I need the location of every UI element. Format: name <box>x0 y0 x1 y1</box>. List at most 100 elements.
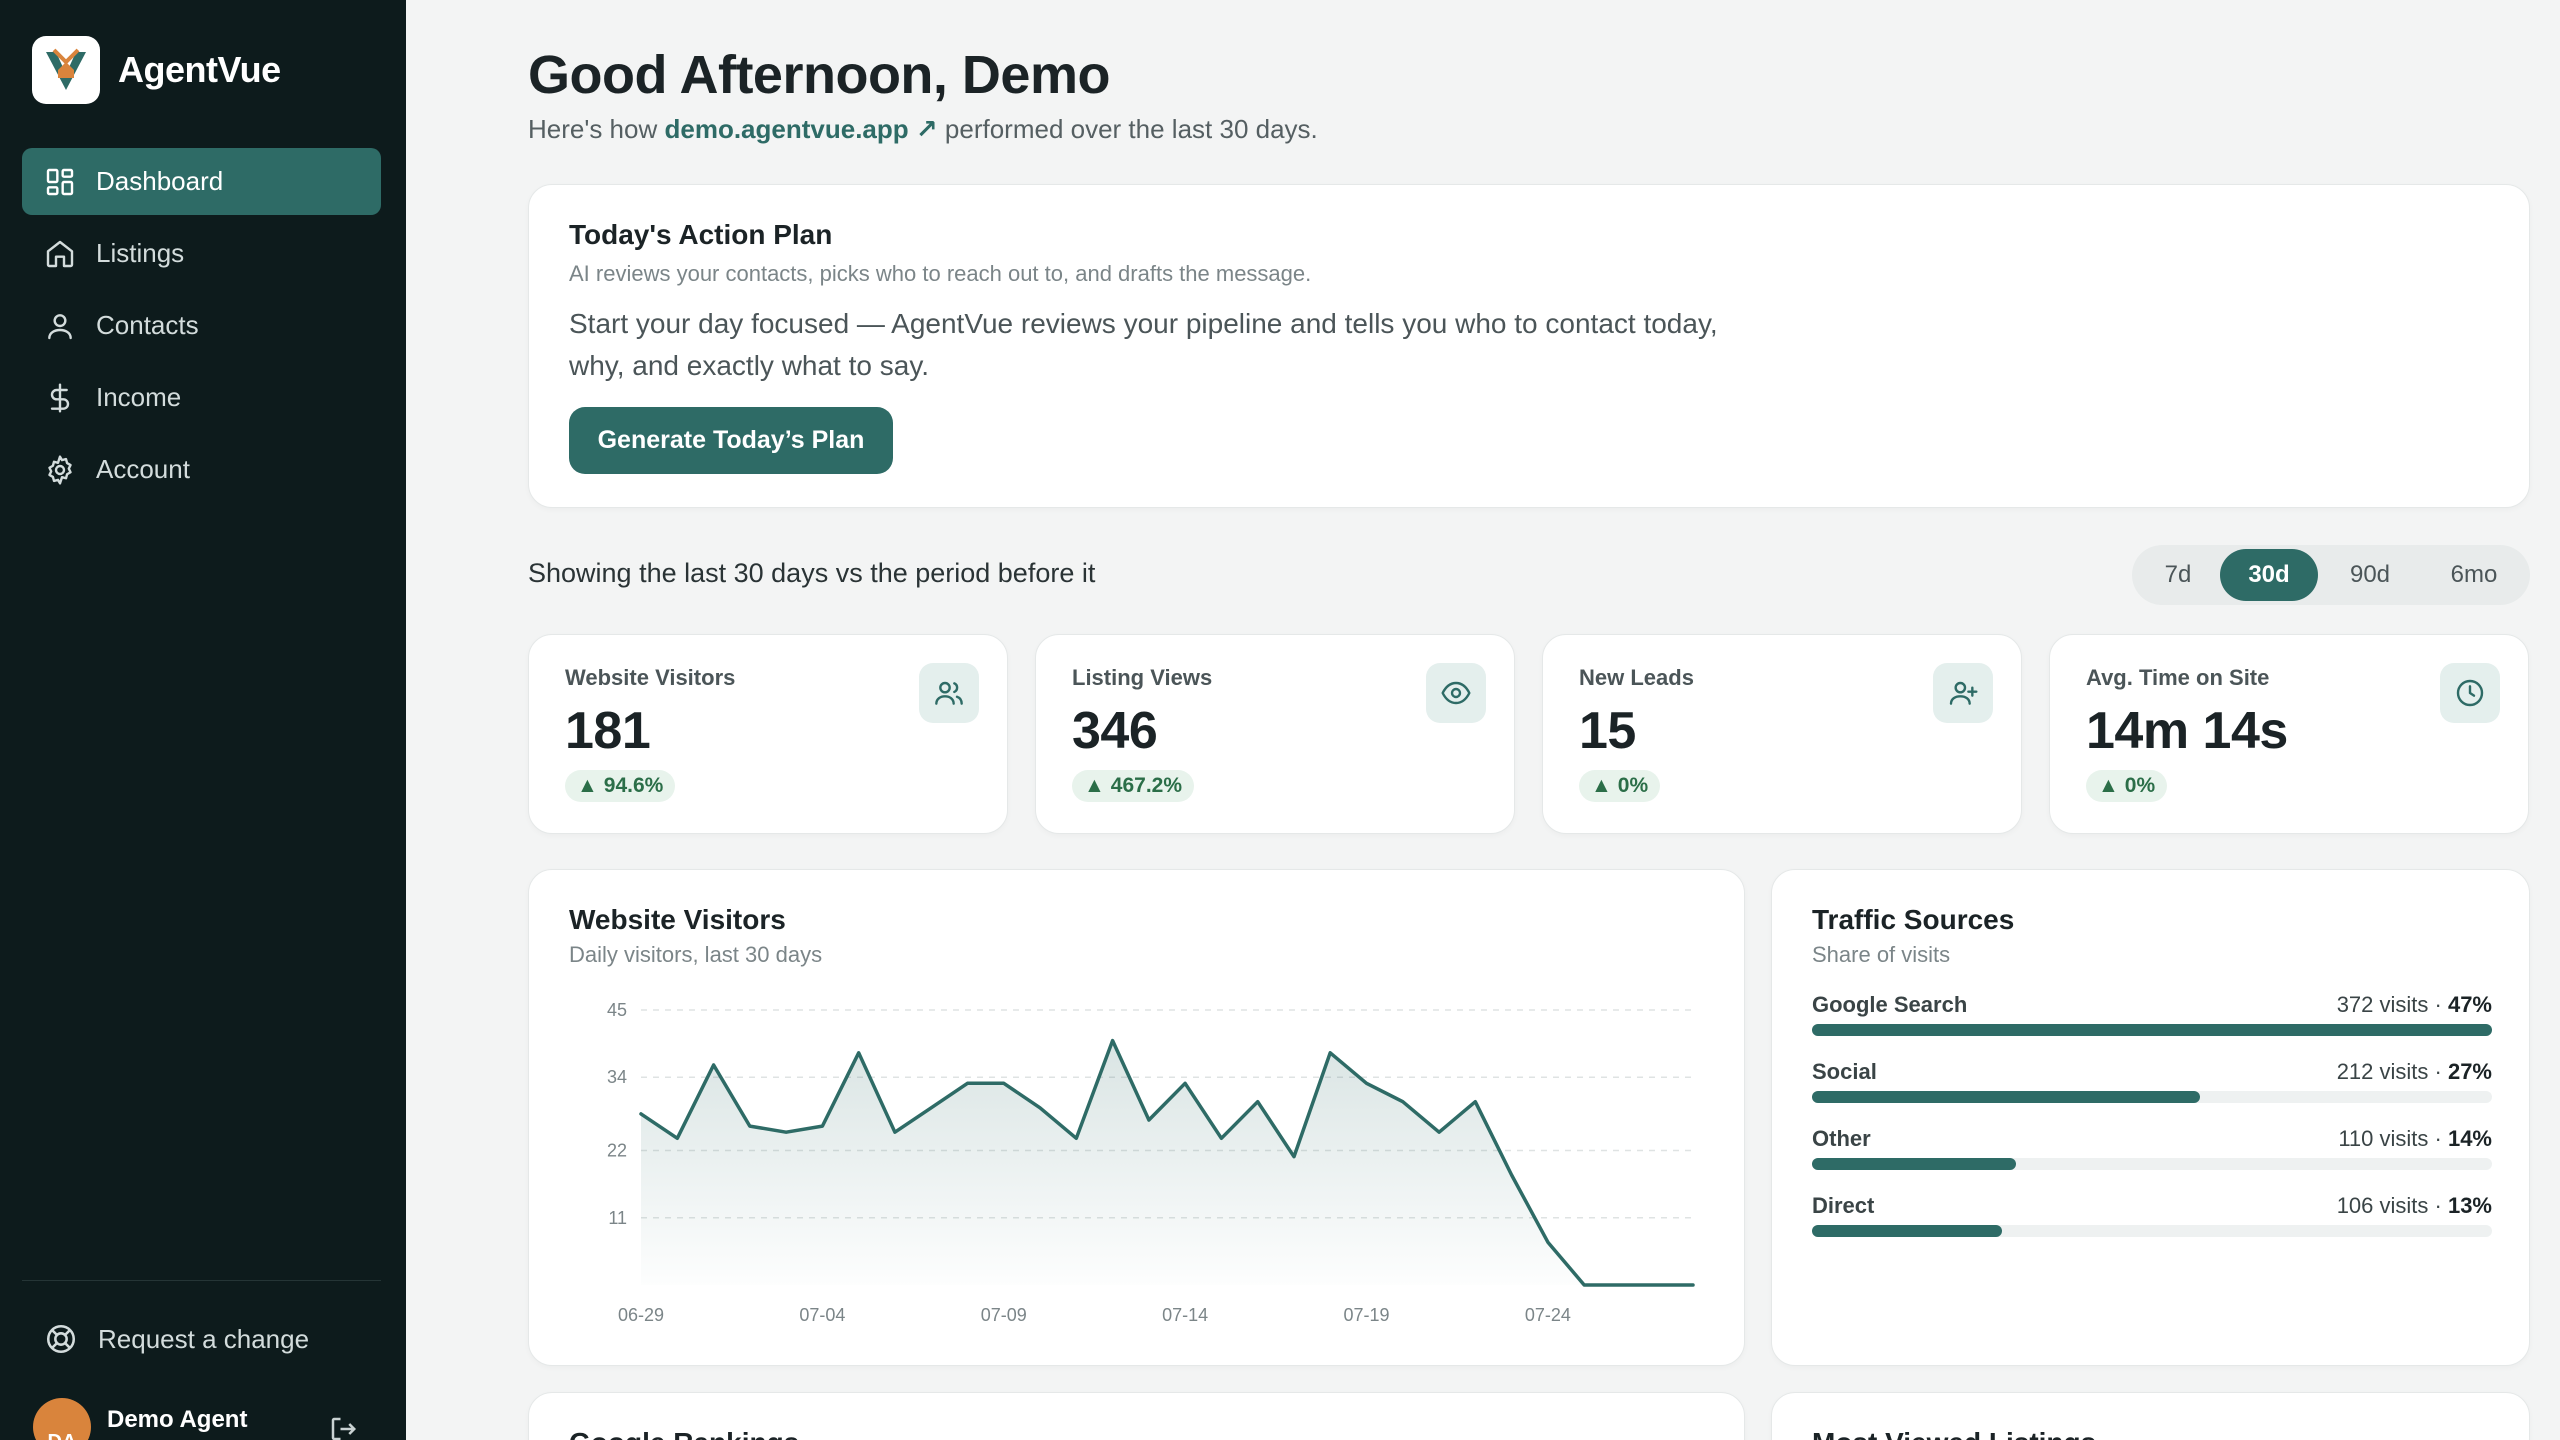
page-subtitle: Here's how demo.agentvue.app ↗ performed… <box>528 114 1318 145</box>
action-plan-subtitle: AI reviews your contacts, picks who to r… <box>569 261 1312 286</box>
stat-label: Listing Views <box>1072 665 1213 690</box>
subtitle-suffix: performed over the last 30 days. <box>944 114 1318 144</box>
stat-change-value: 94.6% <box>603 774 664 797</box>
sidebar-item-account[interactable]: Account <box>22 436 381 503</box>
traffic-bar-track <box>1812 1091 2492 1103</box>
lifebuoy-icon <box>46 1324 76 1354</box>
stat-change-value: 467.2% <box>1110 774 1183 797</box>
traffic-source-name: Google Search <box>1812 992 1968 1017</box>
request-change-button[interactable]: Request a change <box>22 1306 381 1372</box>
users-icon <box>919 663 979 723</box>
x-tick-label: 07-14 <box>1162 1305 1208 1325</box>
user-name: Demo Agent <box>107 1406 248 1433</box>
period-tab-30d[interactable]: 30d <box>2220 549 2318 601</box>
dashboard-icon <box>46 168 74 195</box>
stat-card-listing-views: Listing Views 346 ▲ 467.2% <box>1035 634 1515 834</box>
x-tick-label: 07-04 <box>799 1305 845 1325</box>
data-point <box>1254 1098 1262 1106</box>
stat-value: 346 <box>1072 702 1158 760</box>
period-label: Showing the last 30 days vs the period b… <box>528 558 1096 588</box>
external-link-icon: ↗ <box>915 114 938 144</box>
stat-change-badge: ▲ 94.6% <box>565 770 676 802</box>
eye-icon <box>1426 663 1486 723</box>
y-tick-label: 11 <box>608 1208 627 1228</box>
data-point <box>1145 1116 1153 1124</box>
sidebar-item-label: Listings <box>96 238 185 268</box>
data-point <box>855 1049 863 1057</box>
x-tick-label: 07-19 <box>1343 1305 1389 1325</box>
data-point <box>1290 1153 1298 1161</box>
sidebar-item-income[interactable]: Income <box>22 364 381 431</box>
sidebar-item-label: Income <box>96 382 182 412</box>
stat-label: Website Visitors <box>565 665 736 690</box>
dollar-icon <box>50 382 70 413</box>
site-link[interactable]: demo.agentvue.app ↗ <box>664 114 937 144</box>
period-tab-6mo[interactable]: 6mo <box>2450 561 2498 588</box>
traffic-title: Traffic Sources <box>1812 904 2015 935</box>
action-plan-title: Today's Action Plan <box>569 219 833 250</box>
period-tab-90d[interactable]: 90d <box>2349 561 2391 588</box>
traffic-bar-track <box>1812 1024 2492 1036</box>
sidebar-item-label: Dashboard <box>96 166 224 196</box>
data-point <box>1653 1281 1661 1289</box>
request-change-label: Request a change <box>98 1323 310 1354</box>
data-point <box>1109 1037 1117 1045</box>
google-rankings-card: Google Rankings <box>528 1392 1745 1440</box>
visitors-chart-card: Website Visitors Daily visitors, last 30… <box>528 869 1745 1366</box>
data-point <box>1217 1134 1225 1142</box>
data-point <box>1072 1134 1080 1142</box>
traffic-source-value: 106 visits · 13% <box>2337 1193 2492 1219</box>
visitors-series-line <box>639 1038 1695 1287</box>
stat-card-avg-time: Avg. Time on Site 14m 14s ▲ 0% <box>2049 634 2529 834</box>
clock-icon <box>2440 663 2500 723</box>
traffic-pct: 27% <box>2447 1059 2492 1084</box>
data-point <box>891 1128 899 1136</box>
y-tick-label: 45 <box>607 1000 627 1020</box>
traffic-visits: 212 visits · <box>2336 1059 2448 1084</box>
x-tick-label: 07-24 <box>1525 1305 1571 1325</box>
visitors-area <box>641 1040 1693 1285</box>
gear-icon <box>48 454 72 485</box>
brand[interactable]: AgentVue <box>32 36 281 104</box>
user-plus-icon <box>1933 663 1993 723</box>
period-selector: 7d 30d 90d 6mo <box>2132 545 2530 605</box>
trend-up-icon: ▲ <box>1084 774 1105 797</box>
period-tab-7d[interactable]: 7d <box>2164 561 2192 588</box>
stat-label: Avg. Time on Site <box>2086 665 2270 690</box>
x-tick-label: 07-09 <box>981 1305 1027 1325</box>
data-point <box>746 1122 754 1130</box>
data-point <box>963 1079 971 1087</box>
trend-up-icon: ▲ <box>1591 774 1612 797</box>
data-point <box>1326 1049 1334 1057</box>
traffic-source-name: Direct <box>1812 1193 1875 1218</box>
sidebar-item-contacts[interactable]: Contacts <box>22 292 381 359</box>
generate-plan-button[interactable]: Generate Today’s Plan <box>569 407 893 474</box>
y-tick-label: 34 <box>607 1067 627 1087</box>
sidebar-item-listings[interactable]: Listings <box>22 220 381 287</box>
avatar: DA <box>33 1398 91 1440</box>
traffic-source-value: 372 visits · 47% <box>2337 992 2492 1018</box>
data-point <box>1471 1098 1479 1106</box>
user-profile[interactable]: DA Demo Agent <box>33 1398 247 1440</box>
stat-value: 15 <box>1579 702 1636 760</box>
sidebar-item-dashboard[interactable]: Dashboard <box>22 148 381 215</box>
traffic-source-name: Social <box>1812 1059 1877 1084</box>
brand-name: AgentVue <box>118 49 281 90</box>
subtitle-prefix: Here's how <box>528 114 658 144</box>
data-point <box>710 1061 718 1069</box>
action-plan-card: Today's Action Plan AI reviews your cont… <box>528 184 2530 508</box>
data-point <box>1181 1079 1189 1087</box>
data-point <box>673 1134 681 1142</box>
stat-change-badge: ▲ 467.2% <box>1072 770 1195 802</box>
logout-icon[interactable] <box>328 1414 358 1440</box>
home-icon <box>46 240 74 267</box>
data-point <box>1580 1281 1588 1289</box>
traffic-pct: 13% <box>2447 1193 2492 1218</box>
stat-change-value: 0% <box>1617 774 1649 797</box>
traffic-source-value: 110 visits · 14% <box>2338 1126 2492 1152</box>
page-title: Good Afternoon, Demo <box>528 45 1110 105</box>
stat-label: New Leads <box>1579 665 1694 690</box>
stat-value: 14m 14s <box>2086 702 2288 760</box>
agentvue-logo-icon <box>32 36 100 104</box>
traffic-bar-fill <box>1812 1091 2200 1103</box>
